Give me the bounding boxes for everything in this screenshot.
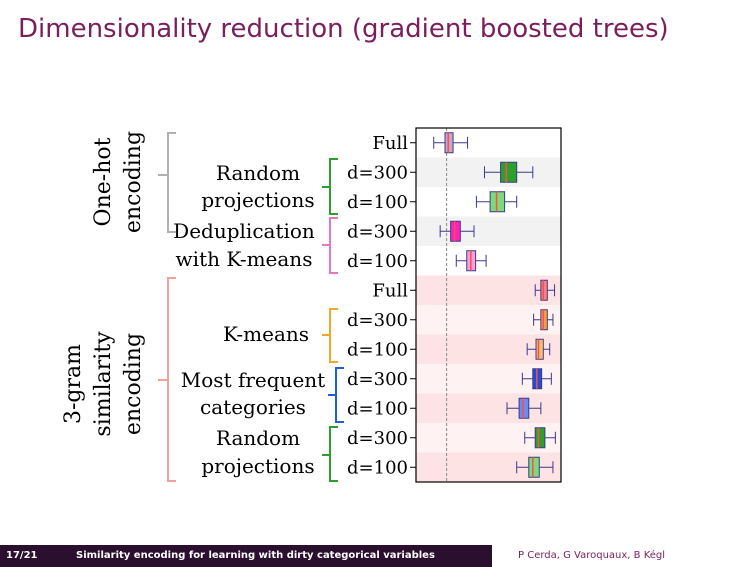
mf-label-1: Most frequent — [181, 368, 325, 392]
onehot-bracket — [158, 132, 176, 233]
box-body — [540, 309, 548, 331]
box-5 — [534, 279, 556, 301]
box-2 — [475, 191, 518, 213]
plot-frame — [415, 127, 562, 483]
row-label: d=100 — [347, 398, 408, 419]
boxes — [433, 132, 556, 478]
box-body — [534, 427, 546, 449]
box-8 — [521, 368, 552, 390]
onehot-label-2: encoding — [121, 131, 146, 233]
box-body — [500, 161, 518, 183]
box-3 — [439, 220, 475, 242]
footer-left-bar: 17/21 Similarity encoding for learning w… — [0, 545, 492, 567]
rp1-label-2: projections — [201, 188, 314, 212]
box-1 — [483, 161, 534, 183]
gram-bracket — [158, 277, 176, 482]
box-plot-figure: Full d=300 d=100 d=300 d=100 Full d=300 d=100 d=… — [61, 127, 562, 483]
row-label: Full — [372, 133, 408, 154]
dedup-bracket — [322, 217, 338, 274]
row-label: d=100 — [347, 192, 408, 213]
box-9 — [506, 397, 542, 419]
box-4 — [455, 250, 487, 272]
page-number: 17/21 — [6, 550, 38, 561]
box-body — [528, 456, 540, 478]
kmeans-label: K-means — [223, 322, 309, 346]
box-7 — [526, 338, 551, 360]
mf-bracket — [328, 367, 344, 423]
rp1-bracket — [322, 158, 338, 215]
box-10 — [524, 427, 556, 449]
rp2-label-1: Random — [216, 426, 300, 450]
row-label: d=100 — [347, 339, 408, 360]
mf-label-2: categories — [200, 395, 306, 419]
row-band — [416, 216, 561, 246]
box-body — [450, 220, 461, 242]
box-body — [540, 279, 548, 301]
row-label: Full — [372, 280, 408, 301]
box-body — [444, 132, 454, 154]
row-label: d=300 — [347, 369, 408, 390]
rp1-label-1: Random — [216, 161, 300, 185]
box-0 — [433, 132, 469, 154]
box-body — [518, 397, 530, 419]
rp2-label-2: projections — [201, 454, 314, 478]
box-6 — [533, 309, 554, 331]
y-ticks — [410, 142, 416, 468]
kmeans-bracket — [322, 308, 338, 363]
row-label: d=300 — [347, 310, 408, 331]
row-label: d=300 — [347, 428, 408, 449]
slide-title: Dimensionality reduction (gradient boost… — [18, 14, 669, 44]
talk-title: Similarity encoding for learning with di… — [76, 550, 435, 561]
row-labels: Full d=300 d=100 d=300 d=100 Full d=300 d=100 d=… — [347, 133, 408, 479]
row-label: d=100 — [347, 251, 408, 272]
row-label: d=300 — [347, 221, 408, 242]
gram-label-2: similarity — [91, 331, 116, 437]
rp2-bracket — [322, 426, 338, 482]
row-label: d=100 — [347, 457, 408, 478]
footer: 17/21 Similarity encoding for learning w… — [0, 545, 756, 567]
gram-label-3: encoding — [121, 333, 146, 435]
box-body — [489, 191, 506, 213]
box-body — [535, 338, 544, 360]
row-label: d=300 — [347, 162, 408, 183]
footer-right-bar: P Cerda, G Varoquaux, B Kégl — [492, 545, 756, 567]
authors: P Cerda, G Varoquaux, B Kégl — [518, 550, 666, 561]
dedup-label-2: with K-means — [176, 247, 313, 271]
onehot-label-1: One-hot — [91, 137, 116, 226]
dedup-label-1: Deduplication — [173, 219, 315, 243]
row-band — [416, 246, 561, 276]
gram-label-1: 3-gram — [61, 344, 86, 424]
box-11 — [516, 456, 554, 478]
